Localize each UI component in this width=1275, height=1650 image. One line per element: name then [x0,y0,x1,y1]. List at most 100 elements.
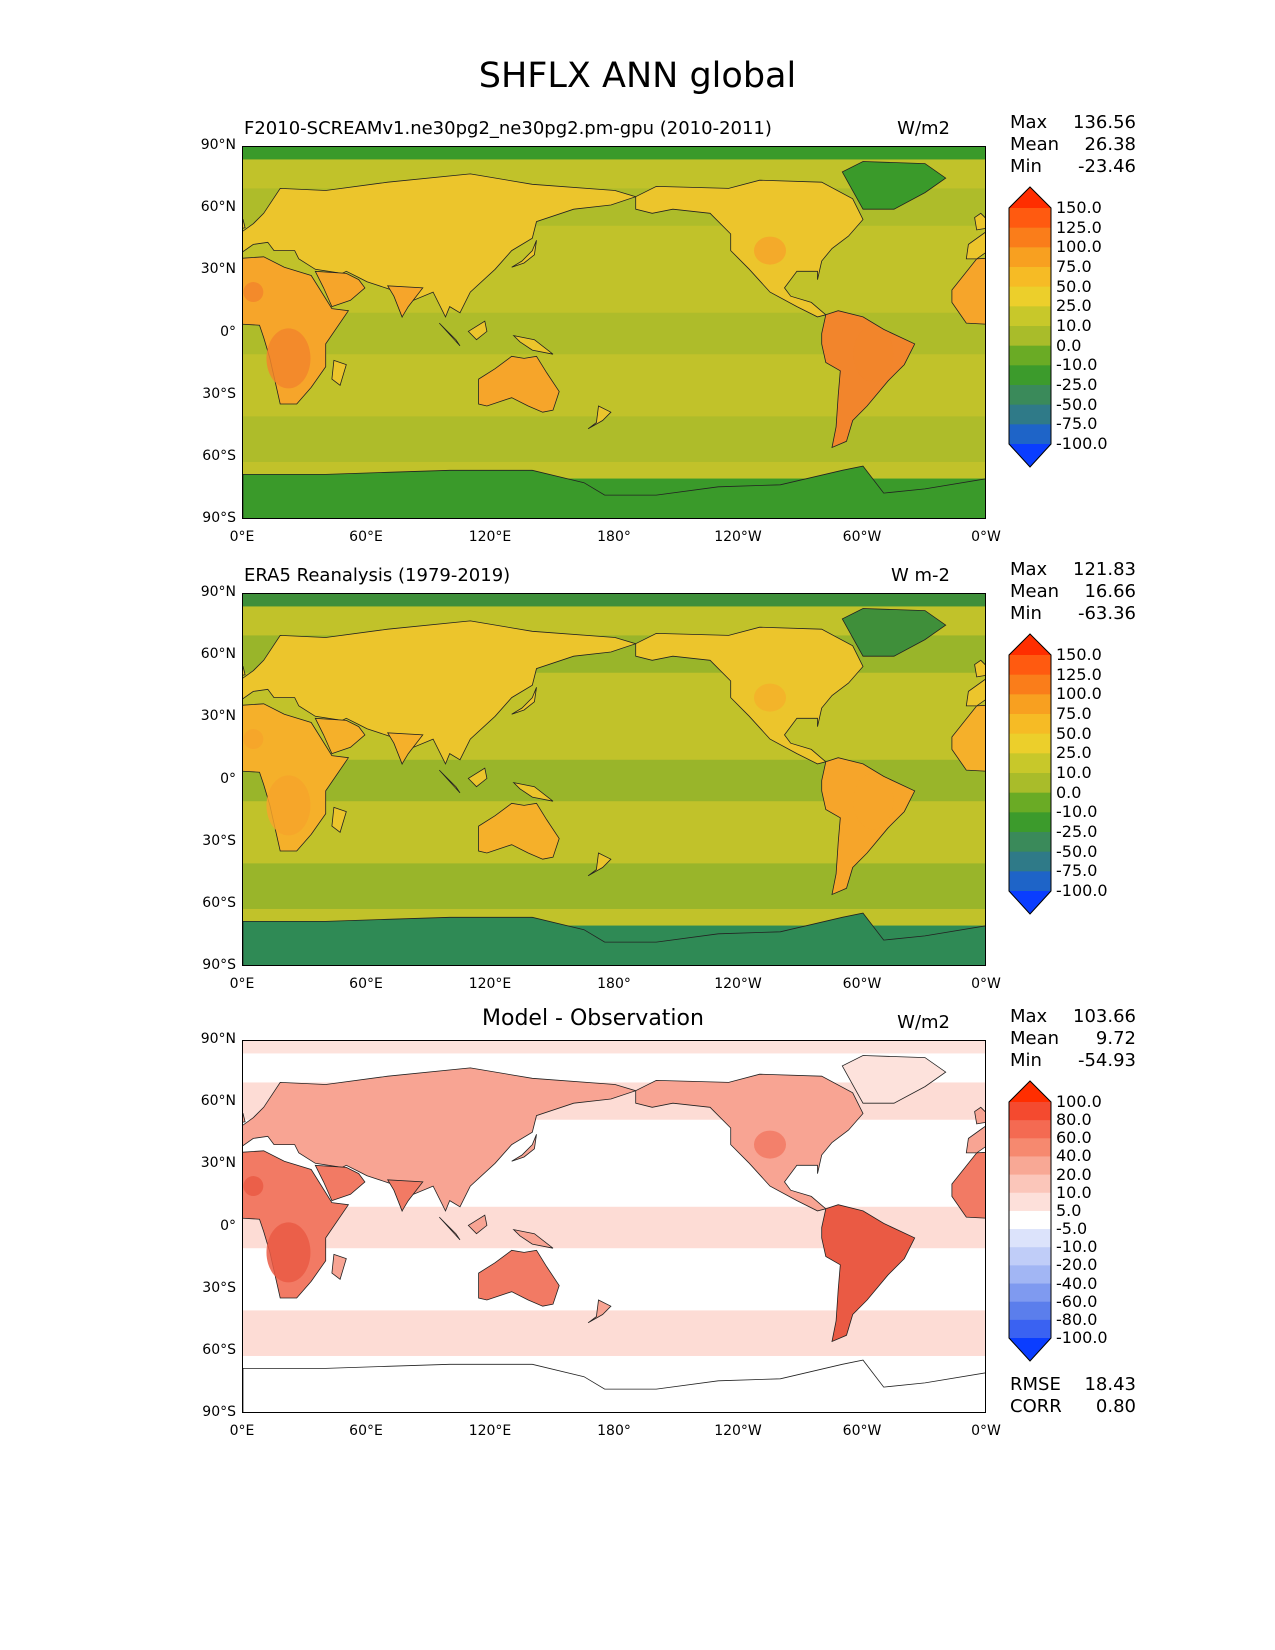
panel-1-units: W/m2 [897,118,950,139]
colorbar-tick-label: 80.0 [1056,1110,1092,1130]
colorbar-segment [1009,365,1051,386]
arctic-band [243,1041,985,1054]
panel-3-stats: Max 103.66 Mean 9.72 Min -54.93 [1010,1006,1136,1071]
colorbar-segment [1009,1138,1051,1157]
colorbar-tick-label: 100.0 [1056,237,1102,257]
colorbar-min-triangle [1009,1338,1051,1361]
colorbar-tick-label: 0.0 [1056,782,1082,802]
lon-tick-label: 120°W [714,1423,762,1439]
colorbar-segment [1009,714,1051,735]
namerica-core [754,236,786,265]
antarctica-shape [243,1359,985,1412]
sumatra-shape [439,1216,461,1241]
colorbar-2 [1008,633,1052,915]
colorbar-tick-label: 100.0 [1056,684,1102,704]
nz-shape [587,852,612,877]
greenland-shape [841,161,947,210]
lon-tick-label: 120°E [468,1423,512,1439]
colorbar-segment [1009,1229,1051,1248]
antarctica-shape [243,465,985,518]
colorbar-tick-label: 150.0 [1056,198,1102,217]
namerica-shape [635,1073,864,1212]
colorbar-tick-label: 75.0 [1056,257,1092,276]
madagascar-shape [331,806,347,833]
lat-tick-label: 90°S [202,510,236,526]
colorbar-tick-label: -5.0 [1056,1219,1088,1239]
lon-tick-label: 120°W [714,529,762,545]
colorbar-tick-label: -25.0 [1056,822,1098,841]
colorbar-max-triangle [1009,187,1051,208]
colorbar-segment [1009,1247,1051,1266]
colorbar-outline [1008,633,1052,915]
colorbar-tick-label: 10.0 [1056,763,1092,782]
colorbar-segment [1009,1102,1051,1121]
lat-tick-label: 90°N [200,584,236,600]
colorbar-tick-label: -10.0 [1056,1237,1098,1257]
africa-core [266,775,311,836]
colorbar-tick-label: 125.0 [1056,664,1102,684]
greenland-shape [841,608,947,657]
lon-tick-label: 180° [597,529,631,545]
newguinea-shape [512,1228,554,1249]
colorbar-tick-label: -100.0 [1056,881,1108,900]
arabia-shape [314,270,366,308]
greenland-shape [841,1055,947,1104]
borneo-shape [467,767,488,788]
lat-tick-label: 90°N [200,137,236,153]
colorbar-tick-label: 5.0 [1056,1200,1082,1220]
colorbar-segment [1009,792,1051,813]
lat-tick-label: 60°S [202,894,236,911]
colorbar-segment [1009,1120,1051,1139]
borneo-shape [467,1214,488,1235]
colorbar-segment [1009,345,1051,366]
colorbar-max-triangle [1009,634,1051,655]
lat-tick-label: 0° [220,1217,236,1234]
colorbar-segment [1009,655,1051,676]
australia-shape [478,802,560,860]
eurasia-shape [965,679,985,707]
colorbar-tick-label: 10.0 [1056,1182,1092,1202]
samerica-core [853,773,894,830]
lon-tick-label: 0°W [971,529,1001,545]
west-africa-core [243,282,264,303]
colorbar-tick-label: 0.0 [1056,335,1082,355]
uk-shape [974,659,985,678]
panel-3-map [242,1040,986,1413]
japan-shape [511,240,537,268]
ocean-band [243,416,985,462]
colorbar-min-triangle [1009,891,1051,914]
colorbar-tick-label: -50.0 [1056,841,1098,861]
panel-1-map-svg [243,147,985,518]
colorbar-segment [1009,424,1051,445]
africa-shape [951,257,985,325]
colorbar-tick-label: -25.0 [1056,375,1098,394]
lat-tick-label: 60°N [200,646,236,663]
colorbar-1 [1008,186,1052,468]
nz-shape [587,1299,612,1324]
colorbar-segment [1009,247,1051,268]
colorbar-segment [1009,1265,1051,1285]
west-africa-core [243,729,264,750]
colorbar-tick-label: 25.0 [1056,743,1092,763]
madagascar-shape [331,359,347,386]
colorbar-segment [1009,1301,1051,1321]
newguinea-shape [512,334,554,355]
colorbar-segment [1009,674,1051,695]
lon-tick-label: 0°W [971,1423,1001,1439]
lon-tick-label: 0°E [229,976,255,992]
colorbar-tick-label: 40.0 [1056,1146,1092,1166]
lon-tick-label: 120°W [714,976,762,992]
colorbar-segment [1009,1283,1051,1303]
colorbar-tick-label: -75.0 [1056,861,1098,881]
colorbar-segment [1009,1319,1051,1339]
antarctica-shape [243,912,985,965]
arctic-band [243,594,985,607]
panel-1-map [242,146,986,519]
arabia-shape [314,717,366,755]
panel-2-units: W m-2 [890,565,950,586]
colorbar-tick-label: -100.0 [1056,1328,1108,1347]
colorbar-segment [1009,753,1051,774]
colorbar-tick-label: 60.0 [1056,1128,1092,1148]
lat-tick-label: 90°N [200,1031,236,1047]
west-africa-core [243,1176,264,1197]
